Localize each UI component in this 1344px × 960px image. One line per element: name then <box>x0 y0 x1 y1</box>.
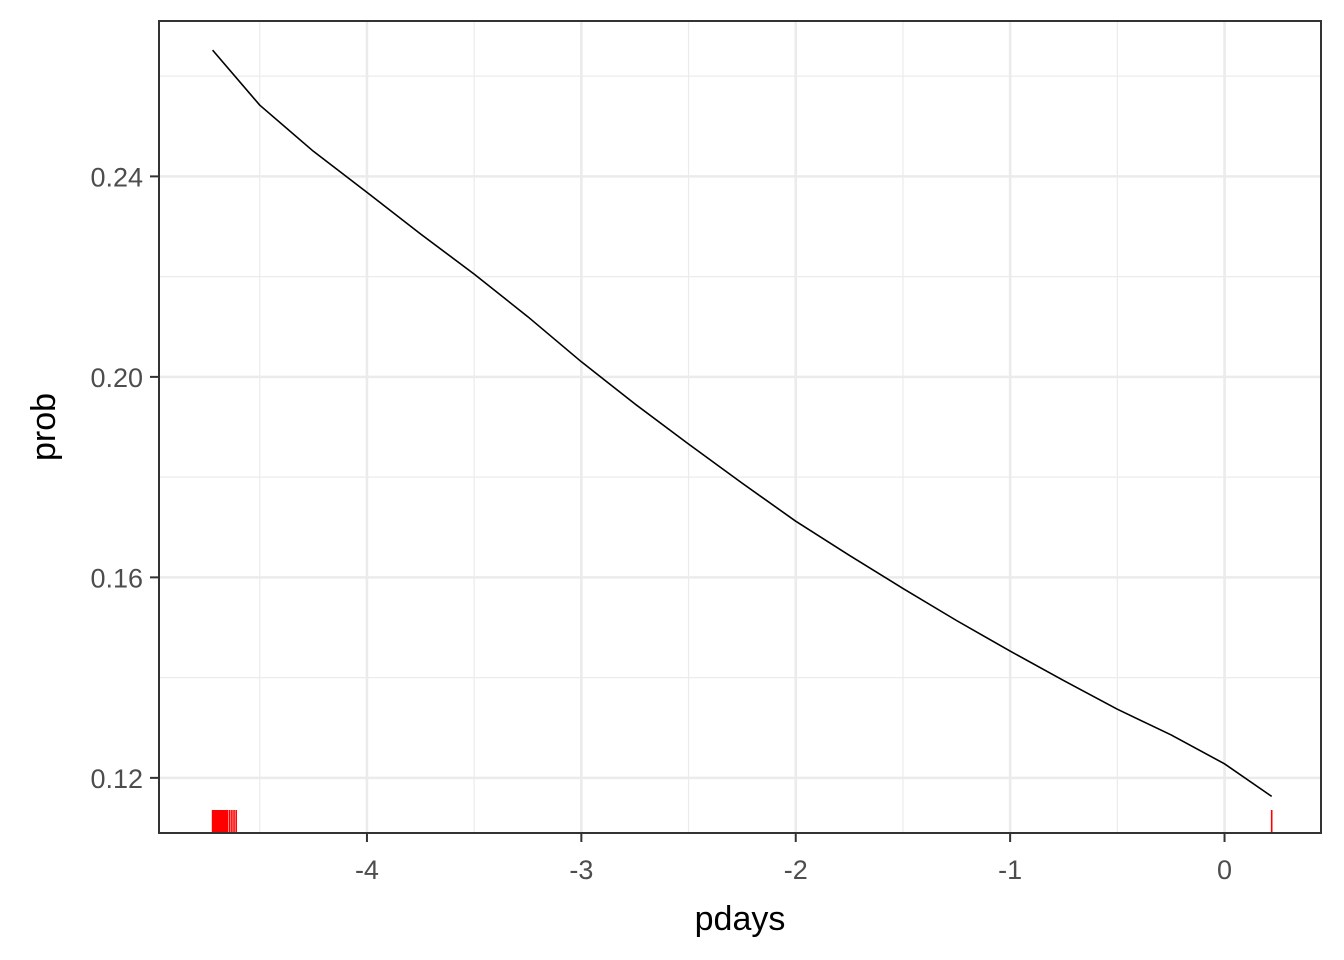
grid-minor <box>159 21 1321 833</box>
y-axis: 0.12 0.16 0.20 0.24 <box>90 162 159 794</box>
y-tick-label: 0.16 <box>90 563 143 593</box>
series-layer <box>211 49 1273 798</box>
series-line <box>211 49 1273 798</box>
x-axis: -4 -3 -2 -1 0 <box>355 833 1232 885</box>
panel-background <box>159 21 1321 833</box>
grid-major <box>159 21 1321 833</box>
rug-layer <box>211 810 1273 833</box>
x-axis-title: pdays <box>695 900 786 938</box>
x-tick-label: -2 <box>784 855 808 885</box>
x-tick-label: -3 <box>569 855 593 885</box>
y-tick-label: 0.24 <box>90 162 143 192</box>
plot-panel <box>158 20 1322 834</box>
x-tick-label: 0 <box>1217 855 1232 885</box>
y-axis-title: prob <box>25 393 63 461</box>
x-tick-label: -4 <box>355 855 379 885</box>
y-tick-label: 0.12 <box>90 764 143 794</box>
x-tick-label: -1 <box>998 855 1022 885</box>
panel-border <box>158 20 1322 834</box>
y-tick-label: 0.20 <box>90 363 143 393</box>
